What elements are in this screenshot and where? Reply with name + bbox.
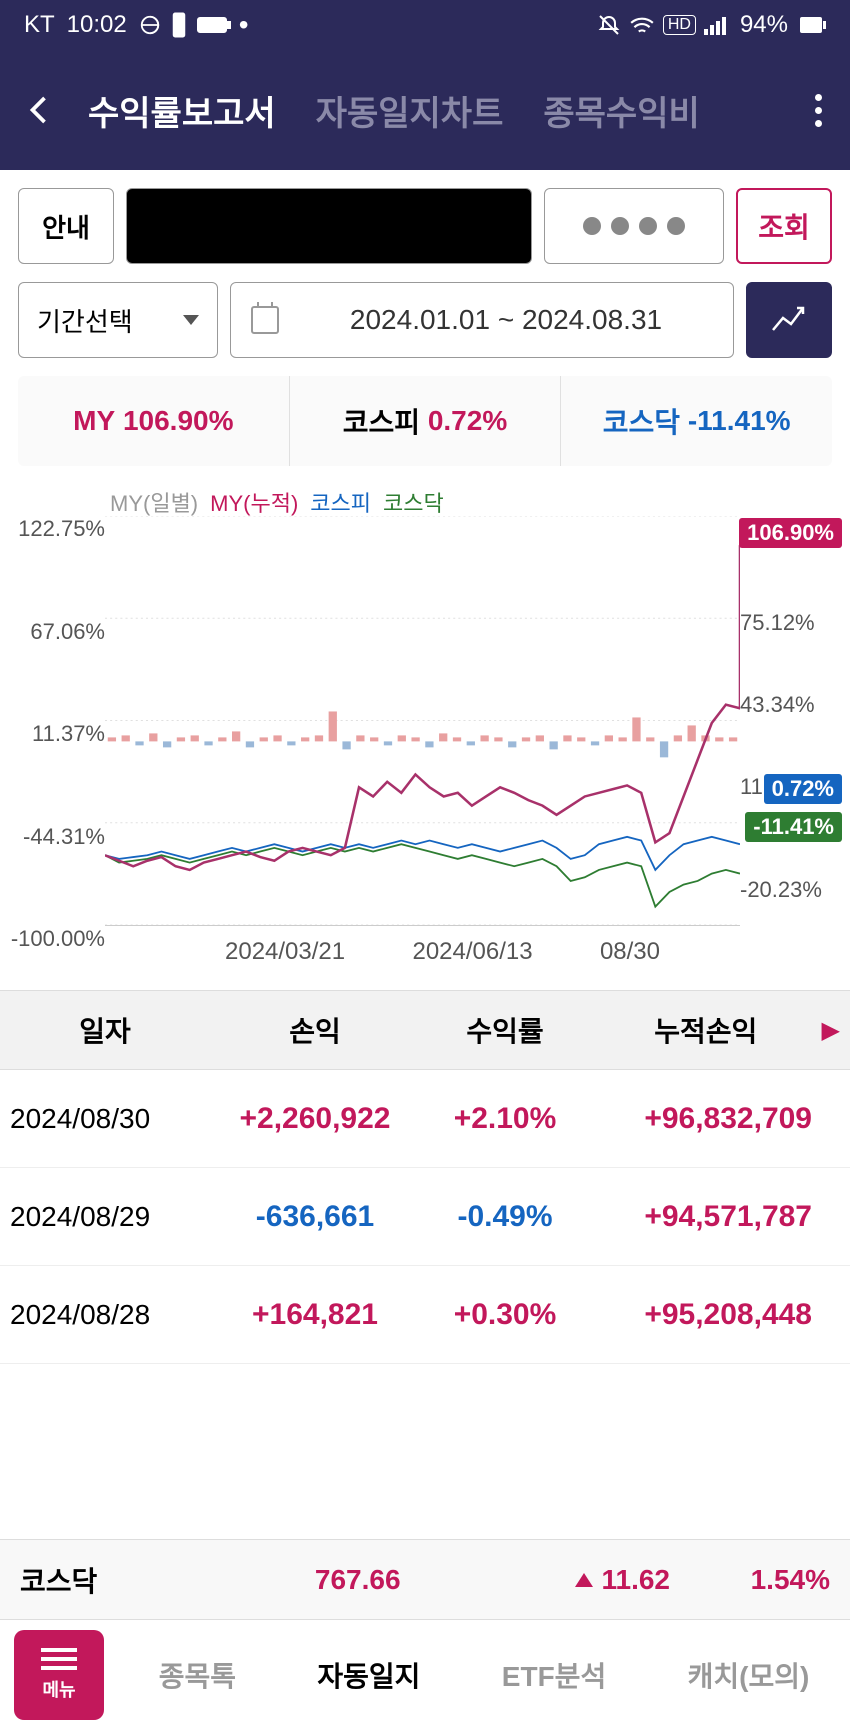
back-button[interactable]	[20, 90, 60, 130]
controls-section: 안내 조회 기간선택 2024.01.01 ~ 2024.08.31	[0, 170, 850, 376]
cell-date: 2024/08/28	[0, 1299, 210, 1331]
info-button[interactable]: 안내	[18, 188, 114, 264]
kebab-menu[interactable]	[807, 86, 830, 135]
cell-cum: +94,571,787	[590, 1200, 822, 1234]
nav-item-0[interactable]: 종목톡	[159, 1655, 236, 1695]
query-button[interactable]: 조회	[736, 188, 832, 264]
battery-pct: 94%	[740, 11, 788, 39]
y-axis-left: 122.75%67.06%11.37%-44.31%-100.00%	[10, 516, 105, 926]
bottom-nav: 메뉴 종목톡 자동일지 ETF분석 캐치(모의)	[0, 1619, 850, 1729]
chart-toggle-button[interactable]	[746, 282, 832, 358]
cell-ret: -0.49%	[420, 1200, 590, 1234]
cell-cum: +96,832,709	[590, 1102, 822, 1136]
table-row[interactable]: 2024/08/28+164,821+0.30%+95,208,448	[0, 1266, 850, 1364]
pin-input[interactable]	[544, 188, 724, 264]
date-range-picker[interactable]: 2024.01.01 ~ 2024.08.31	[230, 282, 734, 358]
ticker-change: 11.62	[575, 1564, 670, 1596]
header-tabs: 수익률보고서 자동일지차트 종목수익비	[88, 86, 779, 135]
summary-my: MY 106.90%	[18, 376, 290, 466]
tab-stockratio[interactable]: 종목수익비	[543, 86, 699, 135]
nav-item-1[interactable]: 자동일지	[317, 1655, 420, 1695]
y-axis-right: 75.12%43.34%11.55%-20.23%	[740, 516, 840, 926]
summary-kospi: 코스피 0.72%	[290, 376, 562, 466]
cell-pnl: -636,661	[210, 1200, 420, 1234]
nav-item-3[interactable]: 캐치(모의)	[688, 1655, 810, 1695]
app-header: 수익률보고서 자동일지차트 종목수익비	[0, 50, 850, 170]
summary-kosdaq: 코스닥 -11.41%	[561, 376, 832, 466]
status-right-icons: HD	[597, 13, 728, 37]
flag-my: 106.90%	[739, 518, 842, 548]
table-row[interactable]: 2024/08/30+2,260,922+2.10%+96,832,709	[0, 1070, 850, 1168]
battery-icon	[800, 17, 826, 33]
chevron-down-icon	[183, 315, 199, 325]
ticker-bar[interactable]: 코스닥 767.66 11.62 1.54%	[0, 1539, 850, 1619]
scroll-right-icon[interactable]: ▶	[822, 1016, 850, 1045]
menu-label: 메뉴	[42, 1676, 75, 1702]
table-header: 일자 손익 수익률 누적손익 ▶	[0, 990, 850, 1070]
cell-pnl: +164,821	[210, 1298, 420, 1332]
cell-date: 2024/08/29	[0, 1201, 210, 1233]
menu-button[interactable]: 메뉴	[14, 1630, 104, 1720]
ticker-value: 767.66	[180, 1564, 535, 1596]
date-range-text: 2024.01.01 ~ 2024.08.31	[299, 304, 713, 336]
status-left-icons: •	[139, 9, 249, 41]
tab-autochart[interactable]: 자동일지차트	[316, 86, 504, 135]
chart-area: MY(일별) MY(누적) 코스피 코스닥 122.75%67.06%11.37…	[0, 476, 850, 976]
hamburger-icon	[41, 1648, 77, 1670]
flag-kosdaq: -11.41%	[745, 812, 842, 842]
triangle-up-icon	[575, 1573, 593, 1587]
account-selector[interactable]	[126, 188, 532, 264]
cell-date: 2024/08/30	[0, 1103, 210, 1135]
cell-ret: +0.30%	[420, 1298, 590, 1332]
ticker-pct: 1.54%	[710, 1564, 830, 1596]
nav-item-2[interactable]: ETF분석	[502, 1655, 606, 1695]
summary-bar: MY 106.90% 코스피 0.72% 코스닥 -11.41%	[18, 376, 832, 466]
chart-legend: MY(일별) MY(누적) 코스피 코스닥	[10, 486, 840, 518]
x-axis-labels: 2024/03/21 2024/06/13 08/30	[105, 938, 740, 966]
carrier: KT	[24, 11, 55, 39]
cell-pnl: +2,260,922	[210, 1102, 420, 1136]
cell-cum: +95,208,448	[590, 1298, 822, 1332]
calendar-icon	[251, 306, 279, 334]
flag-kospi: 0.72%	[764, 774, 842, 804]
period-label: 기간선택	[37, 302, 133, 339]
ticker-name: 코스닥	[20, 1560, 140, 1600]
status-time: 10:02	[67, 11, 127, 39]
chart-plot[interactable]: 106.90% 0.72% -11.41%	[105, 516, 740, 926]
status-bar: KT 10:02 • HD 94%	[0, 0, 850, 50]
cell-ret: +2.10%	[420, 1102, 590, 1136]
period-selector[interactable]: 기간선택	[18, 282, 218, 358]
pnl-table: 일자 손익 수익률 누적손익 ▶ 2024/08/30+2,260,922+2.…	[0, 990, 850, 1364]
tab-report[interactable]: 수익률보고서	[88, 86, 276, 135]
table-row[interactable]: 2024/08/29-636,661-0.49%+94,571,787	[0, 1168, 850, 1266]
